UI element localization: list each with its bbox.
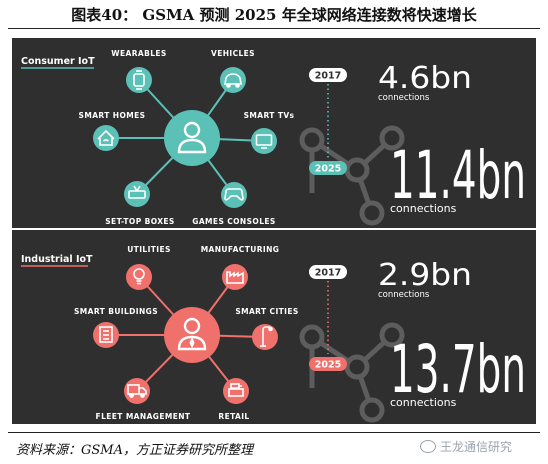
consumer-iot-panel: Consumer IoT xyxy=(12,38,536,228)
node-fleet-management xyxy=(124,378,150,404)
consumer-2017-value: 4.6bn xyxy=(378,61,472,96)
network-decoration xyxy=(299,125,405,226)
smartwatch-icon xyxy=(133,70,145,90)
label-smart-cities: SMART CITIES xyxy=(235,307,298,316)
node-manufacturing xyxy=(222,264,248,290)
industrial-2017-value: 2.9bn xyxy=(378,258,472,293)
industrial-iot-panel: Industrial IoT xyxy=(12,230,536,424)
node-smart-buildings xyxy=(93,322,119,348)
consumer-2017-unit: connections xyxy=(378,93,430,103)
label-smart-homes: SMART HOMES xyxy=(79,111,146,120)
label-fleet-management: FLEET MANAGEMENT xyxy=(96,412,191,421)
label-smart-buildings: SMART BUILDINGS xyxy=(74,307,158,316)
source-note: 资料来源：GSMA，方正证券研究所整理 xyxy=(16,443,253,458)
industrial-2017-unit: connections xyxy=(378,290,430,300)
chat-bubble-icon xyxy=(420,440,436,453)
industrial-iot-header: Industrial IoT xyxy=(21,254,93,265)
svg-text:2017: 2017 xyxy=(315,268,341,279)
label-retail: RETAIL xyxy=(218,412,249,421)
node-set-top-boxes xyxy=(124,181,150,207)
node-wearables xyxy=(126,67,152,93)
businessman-icon xyxy=(177,317,207,351)
watermark: 王龙通信研究 xyxy=(420,438,512,455)
node-retail xyxy=(223,378,249,404)
cash-register-icon xyxy=(228,383,244,397)
label-games-consoles: GAMES CONSOLES xyxy=(192,217,275,226)
title-divider xyxy=(8,28,540,29)
streetlight-icon xyxy=(260,326,273,347)
footer-divider xyxy=(8,432,540,433)
factory-icon xyxy=(226,271,244,284)
node-smart-cities xyxy=(252,324,278,350)
industrial-year-2017-pill: 2017 xyxy=(309,265,347,279)
gamepad-icon xyxy=(224,188,244,201)
consumer-year-2025-pill: 2025 xyxy=(309,161,347,175)
svg-text:2025: 2025 xyxy=(315,360,341,371)
network-decoration xyxy=(299,322,405,423)
label-set-top-boxes: SET-TOP BOXES xyxy=(105,217,174,226)
industrial-year-2025-pill: 2025 xyxy=(309,357,347,371)
tv-icon xyxy=(255,134,273,149)
node-smart-homes xyxy=(93,125,119,151)
building-icon xyxy=(99,326,113,343)
consumer-2025-unit: connections xyxy=(390,202,457,215)
label-manufacturing: MANUFACTURING xyxy=(201,245,280,254)
node-utilities xyxy=(126,264,152,290)
node-games-consoles xyxy=(221,182,247,208)
label-utilities: UTILITIES xyxy=(127,245,171,254)
label-smart-tvs: SMART TVs xyxy=(244,111,295,120)
truck-icon xyxy=(127,384,147,398)
label-wearables: WEARABLES xyxy=(111,49,166,58)
industrial-2025-unit: connections xyxy=(390,396,457,409)
svg-text:2017: 2017 xyxy=(315,71,341,82)
consumer-iot-header: Consumer IoT xyxy=(21,56,95,67)
consumer-year-2017-pill: 2017 xyxy=(309,68,347,82)
label-vehicles: VEHICLES xyxy=(211,49,255,58)
node-vehicles xyxy=(220,67,246,93)
figure-title: 图表40： GSMA 预测 2025 年全球网络连接数将快速增长 xyxy=(71,6,477,24)
industrial-2025-value: 13.7bn xyxy=(390,331,526,408)
person-icon xyxy=(177,121,207,154)
node-smart-tvs xyxy=(251,128,277,154)
watermark-text: 王龙通信研究 xyxy=(440,440,513,454)
industrial-hub xyxy=(164,307,220,363)
wifi-home-icon xyxy=(97,129,115,146)
car-icon xyxy=(224,73,242,88)
consumer-2025-value: 11.4bn xyxy=(390,137,526,214)
lightbulb-icon xyxy=(133,268,145,285)
svg-text:2025: 2025 xyxy=(315,164,341,175)
set-top-box-icon xyxy=(128,185,146,199)
